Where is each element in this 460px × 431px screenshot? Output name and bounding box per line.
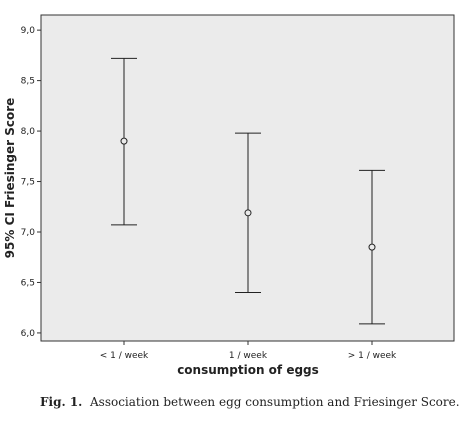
y-tick-label: 8,0 [21, 127, 36, 137]
error-bars [111, 57, 385, 325]
caption-label: Fig. 1. [40, 395, 83, 409]
y-tick-label: 6,5 [21, 278, 35, 288]
y-tick-label: 7,0 [21, 228, 36, 238]
caption-text: Association between egg consumption and … [90, 395, 460, 409]
y-axis: 6,0 6,5 7,0 7,5 8,0 8,5 9,0 [21, 26, 41, 339]
y-axis-title: 95% CI Friesinger Score [3, 98, 17, 259]
y-tick-label: 8,5 [21, 77, 35, 87]
x-axis: < 1 / week 1 / week > 1 / week [100, 341, 397, 361]
figure-caption: Fig. 1. Association between egg consumpt… [40, 395, 460, 409]
mean-point [120, 137, 128, 145]
x-tick-label: 1 / week [229, 351, 268, 361]
y-tick-label: 6,0 [21, 329, 36, 339]
x-tick-label: > 1 / week [348, 351, 397, 361]
mean-point [368, 243, 376, 251]
mean-point [244, 209, 252, 217]
y-tick-label: 9,0 [21, 26, 36, 36]
y-tick-label: 7,5 [21, 178, 35, 188]
x-axis-title: consumption of eggs [177, 363, 319, 377]
x-tick-label: < 1 / week [100, 351, 149, 361]
